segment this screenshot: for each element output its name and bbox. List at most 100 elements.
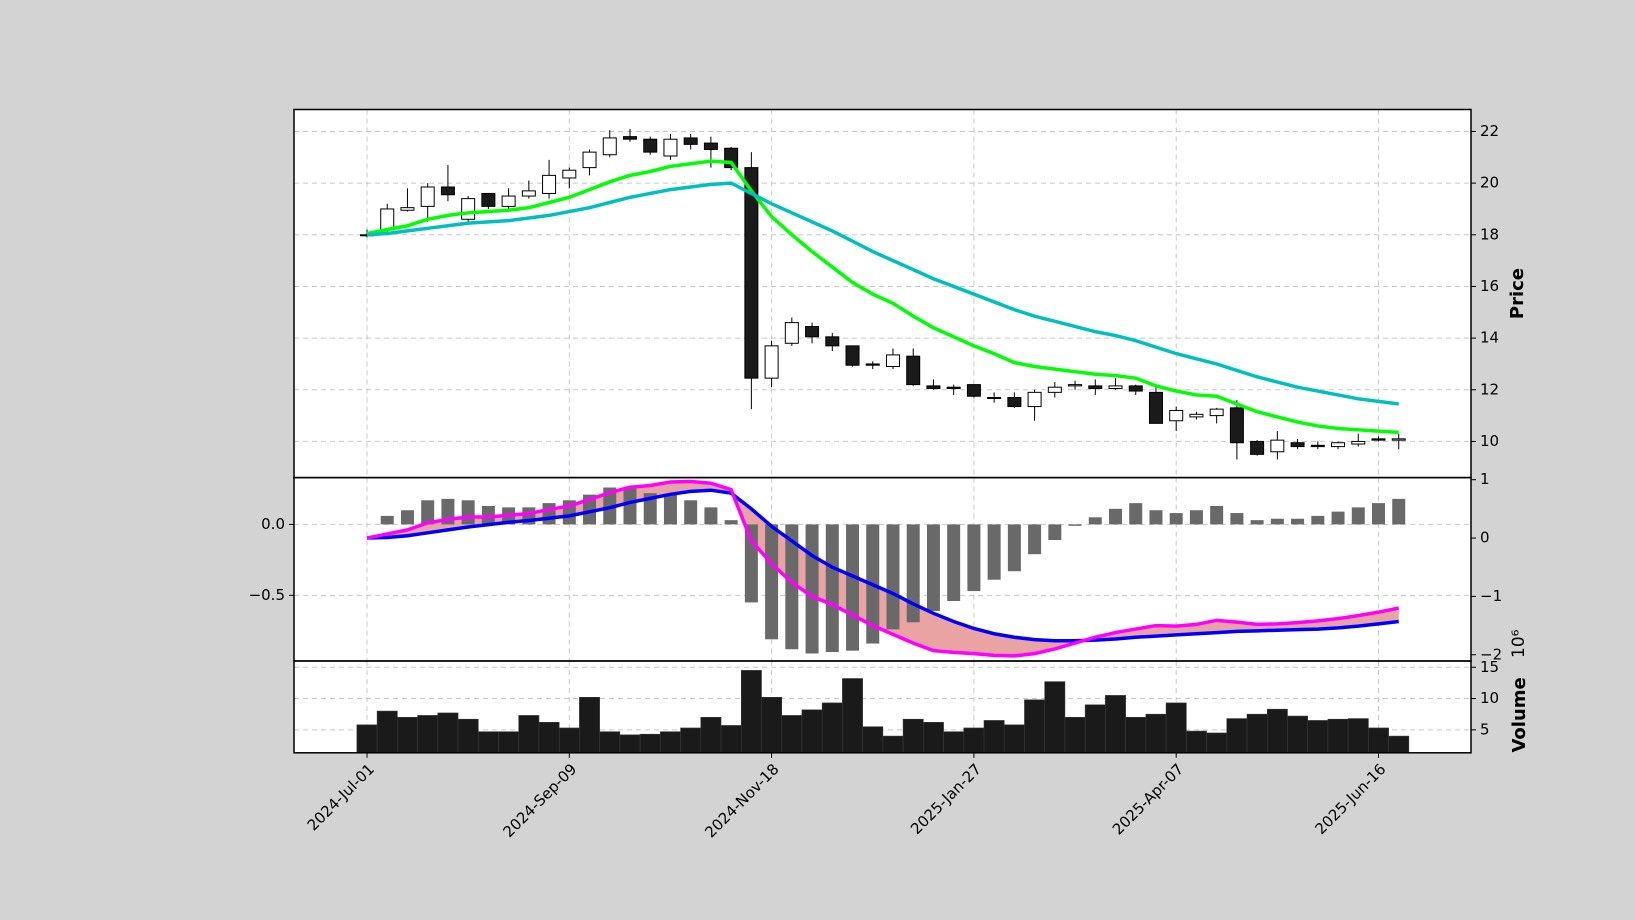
macd-line	[366, 479, 1400, 658]
volume-bar	[1307, 720, 1329, 754]
y-tick-label: 10	[1480, 432, 1499, 450]
y-tick-label: 0	[1480, 529, 1490, 547]
histogram-bar	[1048, 524, 1062, 541]
y-tick-label: 0.0	[261, 515, 285, 533]
candle-body	[784, 322, 799, 344]
y-tick-label: −1	[1480, 587, 1502, 605]
volume-bar	[1266, 708, 1288, 754]
y-axis-label: Price	[1507, 268, 1528, 319]
volume-bar	[781, 715, 803, 754]
volume-bar	[1206, 732, 1228, 754]
y-tick-label: 20	[1480, 174, 1499, 192]
x-tick-label: 2025-Jan-27	[907, 760, 985, 838]
candle-body	[1148, 391, 1163, 424]
candle-body	[1027, 391, 1042, 408]
volume-bar	[639, 733, 661, 754]
histogram-bar	[1088, 517, 1102, 525]
x-tick-label: 2024-Jul-01	[304, 760, 378, 834]
histogram-bar	[785, 524, 799, 650]
histogram-bar	[1007, 524, 1021, 572]
volume-bar	[761, 696, 783, 754]
volume-bar	[660, 731, 681, 754]
histogram-bar	[1311, 515, 1325, 525]
histogram-bar	[987, 524, 1001, 580]
volume-bar	[599, 731, 621, 754]
moving-average-line	[366, 159, 1399, 435]
volume-bar	[417, 715, 439, 754]
volume-bar	[1186, 730, 1207, 754]
histogram-bar	[1149, 510, 1163, 525]
histogram-bar	[724, 520, 738, 525]
histogram-bar	[421, 500, 435, 525]
histogram-bar	[1109, 508, 1123, 525]
candle-body	[380, 208, 395, 231]
macd-line	[366, 488, 1399, 643]
macd-fill	[367, 481, 1399, 656]
volume-bar	[1125, 717, 1147, 754]
candle-body	[663, 138, 678, 157]
volume-bar	[821, 702, 843, 754]
volume-bar	[498, 731, 520, 754]
x-tick-label: 2024-Nov-18	[701, 760, 782, 841]
histogram-bar	[947, 524, 961, 602]
volume-bar	[457, 718, 479, 754]
candle-body	[420, 186, 435, 207]
volume-bar	[397, 717, 418, 754]
volume-bar	[943, 731, 965, 754]
candle-body	[1108, 385, 1123, 389]
candle-body	[521, 190, 536, 197]
y-tick-label: 14	[1480, 329, 1499, 347]
candle-body	[683, 137, 698, 145]
histogram-bar	[1068, 524, 1082, 526]
x-tick-label: 2025-Jun-16	[1311, 760, 1389, 838]
volume-bar	[1388, 735, 1410, 754]
candle-body	[1331, 442, 1346, 448]
y-tick-label: 12	[1480, 380, 1499, 398]
candle-body	[926, 385, 941, 389]
candle-body	[764, 345, 779, 379]
volume-bar	[1327, 718, 1349, 754]
candle-body	[1351, 440, 1366, 445]
candle-body	[946, 386, 961, 389]
histogram-bar	[1392, 498, 1406, 525]
candle-body	[481, 192, 496, 207]
candle-body	[1290, 442, 1305, 448]
histogram-bar	[400, 510, 414, 525]
y-tick-label: −2	[1480, 645, 1502, 663]
candle-body	[987, 397, 1002, 400]
candle-body	[865, 363, 880, 366]
candle-body	[1310, 444, 1325, 448]
histogram-bar	[1169, 513, 1183, 525]
volume-bar	[518, 715, 540, 754]
volume-bar	[902, 718, 924, 754]
candle-body	[1371, 438, 1386, 441]
candle-body	[602, 137, 617, 156]
candle-body	[1088, 385, 1103, 389]
panel-border	[293, 660, 1472, 754]
candle-body	[461, 198, 476, 220]
histogram-bar	[926, 524, 940, 611]
histogram-bar	[1230, 513, 1244, 525]
candle-body	[501, 195, 516, 207]
candle-body	[1391, 438, 1406, 441]
volume-bar	[923, 722, 944, 754]
candle-body	[1128, 385, 1143, 392]
histogram-bar	[623, 487, 637, 525]
y-tick-label: 16	[1480, 277, 1499, 295]
volume-bar	[1145, 713, 1167, 754]
histogram-bar	[481, 505, 495, 525]
x-tick-label: 2025-Apr-07	[1109, 760, 1187, 838]
candle-body	[744, 167, 759, 379]
histogram-bar	[744, 524, 758, 603]
volume-bar	[1003, 724, 1025, 754]
candle-body	[1068, 384, 1083, 387]
candle-body	[1250, 440, 1265, 455]
candle-body	[1169, 409, 1184, 422]
histogram-bar	[846, 524, 860, 651]
candle-body	[885, 354, 900, 368]
volume-bar	[558, 727, 580, 754]
volume-bar	[1024, 699, 1046, 754]
candle-body	[1209, 408, 1224, 417]
histogram-bar	[967, 524, 981, 592]
volume-bar	[538, 722, 560, 754]
